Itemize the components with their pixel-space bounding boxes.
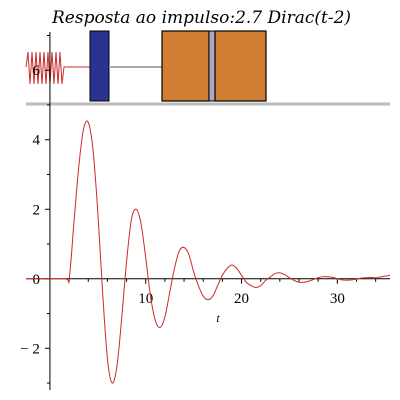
x-tick-label: 20 [234,291,249,307]
mass-block [89,30,110,102]
damper-piston [208,30,216,102]
chart-title: Resposta ao impulso:2.7 Dirac(t-2) [51,8,351,28]
x-axis-label: t [216,311,220,325]
y-tick-label: 0 [32,272,40,288]
y-tick-label: 2 [32,202,40,218]
y-tick-label: 6 [32,63,40,79]
impulse-response-line [25,120,391,384]
y-tick-label: 4 [32,133,40,149]
damper-right-block [214,30,267,102]
plot-area [25,120,391,384]
x-tick-label: 10 [138,291,153,307]
damper-left-block [161,30,210,102]
spring-mass-damper-diagram [25,30,390,106]
x-tick-label: 30 [330,291,345,307]
spring [25,51,90,85]
y-tick-label: − 2 [20,341,40,357]
